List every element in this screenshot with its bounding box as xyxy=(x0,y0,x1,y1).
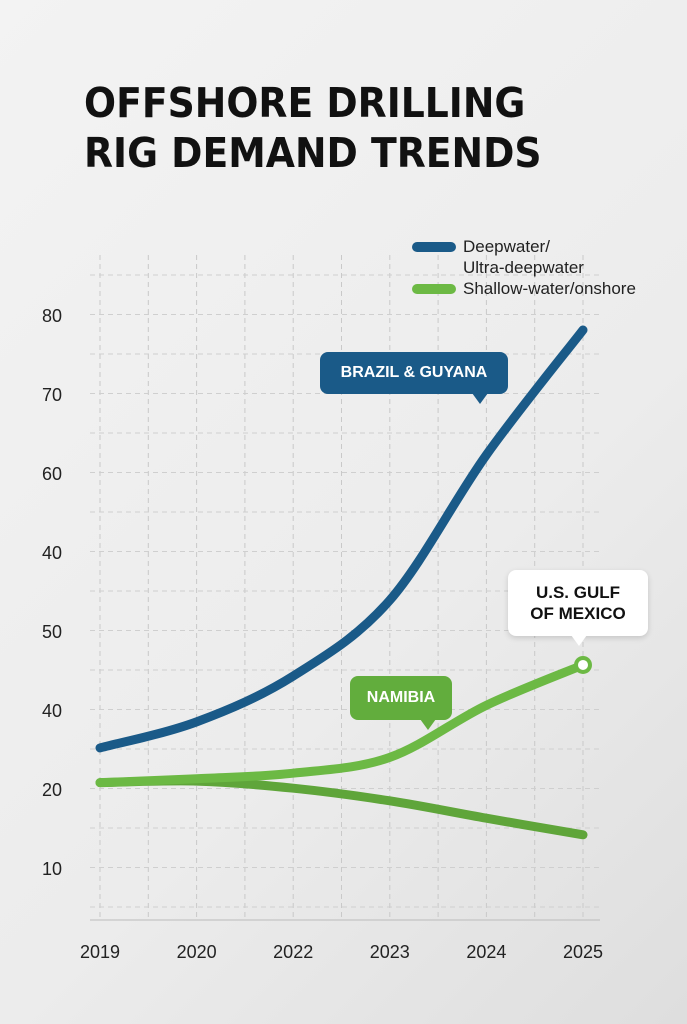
y-tick-label: 50 xyxy=(42,622,62,642)
legend-swatch-shallow xyxy=(412,284,456,294)
legend-label: Ultra-deepwater xyxy=(463,258,584,277)
series-line-shallow-water xyxy=(95,660,588,788)
x-tick-label: 2020 xyxy=(177,942,217,962)
highlight-point-inner xyxy=(578,659,588,670)
y-tick-label: 60 xyxy=(42,464,62,484)
x-tick-label: 2025 xyxy=(563,942,603,962)
x-tick-label: 2024 xyxy=(466,942,506,962)
legend-item-shallow: Shallow-water/onshore xyxy=(412,278,636,299)
x-tick-label: 2023 xyxy=(370,942,410,962)
y-tick-label: 20 xyxy=(42,780,62,800)
x-tick-label: 2019 xyxy=(80,942,120,962)
annotation-us-gulf-of-mexico: U.S. GULF OF MEXICO xyxy=(508,570,648,646)
y-tick-label: 40 xyxy=(42,701,62,721)
title-line-2: RIG DEMAND TRENDS xyxy=(84,129,542,177)
title-line-1: OFFSHORE DRILLING xyxy=(84,79,526,127)
annotation-brazil-guyana: BRAZIL & GUYANA xyxy=(320,352,508,404)
y-tick-label: 80 xyxy=(42,306,62,326)
y-tick-label: 40 xyxy=(42,543,62,563)
annotation-namibia: NAMIBIA xyxy=(350,676,452,730)
x-tick-label: 2022 xyxy=(273,942,313,962)
legend-label: Deepwater/ xyxy=(463,237,550,256)
y-tick-label: 70 xyxy=(42,385,62,405)
series-line-deepwater xyxy=(95,325,588,753)
legend: Deepwater/ Ultra-deepwater Shallow-water… xyxy=(412,236,636,299)
annotation-line: OF MEXICO xyxy=(530,604,626,623)
legend-label: Shallow-water/onshore xyxy=(463,279,636,298)
legend-swatch-deepwater xyxy=(412,242,456,252)
annotation-line: U.S. GULF xyxy=(535,583,621,602)
y-tick-label: 10 xyxy=(42,859,62,879)
chart-title: OFFSHORE DRILLING RIG DEMAND TRENDS xyxy=(84,78,542,178)
legend-item-deepwater: Deepwater/ Ultra-deepwater xyxy=(412,236,636,278)
